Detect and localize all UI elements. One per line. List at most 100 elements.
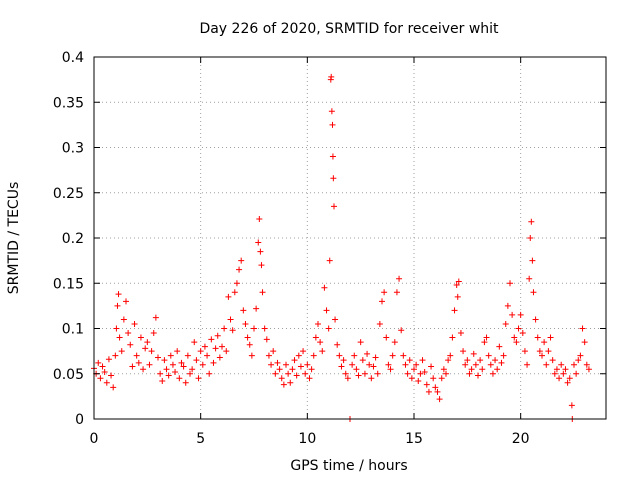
data-point [159,377,166,384]
data-point [393,289,400,296]
data-point [579,325,586,332]
data-point [221,325,228,332]
data-point [379,298,385,305]
data-point [310,352,317,359]
data-point [101,368,108,375]
data-point [577,352,584,359]
data-point [421,368,428,375]
data-point [391,339,398,346]
data-point [370,363,377,370]
data-point [357,339,364,346]
data-point [169,361,176,368]
data-point [428,363,435,370]
data-point [146,361,153,368]
y-tick-label: 0.1 [62,322,84,338]
data-point [457,330,464,337]
data-point [366,361,373,368]
data-point [527,235,534,241]
data-point [268,361,275,368]
data-point [417,370,424,377]
data-point [487,361,494,368]
data-point [511,334,518,341]
data-point [470,350,477,357]
data-point [161,357,168,364]
data-point [332,316,339,323]
data-point [524,361,531,368]
data-point [477,357,484,364]
data-point [155,354,161,361]
data-point [398,327,405,334]
data-point [504,302,511,309]
data-point [558,361,565,368]
data-point [355,372,362,379]
data-point [509,311,516,318]
data-point [240,307,247,314]
x-tick-label: 10 [298,431,316,447]
data-point [329,121,336,128]
data-point [114,302,121,309]
data-point [261,325,268,332]
data-point [191,339,198,346]
data-point [97,375,104,382]
data-point [585,366,592,373]
data-point [344,375,351,382]
data-point [326,257,333,264]
data-point [328,108,335,115]
data-point [334,341,341,348]
data-point [321,284,328,291]
data-point [274,359,281,366]
data-point [492,357,499,364]
data-point [517,311,524,318]
data-point [515,325,522,332]
data-point [415,377,422,384]
data-point [425,388,432,395]
data-point [289,366,296,373]
data-point [489,370,496,377]
data-point [447,352,454,359]
data-point [338,363,345,370]
data-point [110,384,117,391]
data-point [276,366,283,373]
y-tick-label: 0.15 [53,276,84,292]
data-point [125,330,132,337]
data-point [541,339,548,346]
data-point [236,266,243,273]
data-point [547,334,554,341]
data-point [306,375,313,382]
data-point [253,305,260,312]
data-point [251,325,257,332]
data-point [529,257,536,264]
data-point [532,316,539,323]
data-point [536,348,543,355]
data-point [189,366,196,373]
data-point [583,361,590,368]
data-point [270,348,277,355]
data-point [566,375,573,382]
data-point [246,341,253,348]
data-point [291,357,298,364]
x-tick-label: 20 [512,431,530,447]
data-point [475,372,481,379]
data-point [150,330,157,337]
data-point [172,368,179,375]
data-point [95,359,102,366]
data-point [513,339,520,346]
data-point [534,334,541,341]
data-point [167,352,174,359]
data-point [468,366,475,373]
data-point [256,215,263,222]
data-point [483,334,490,341]
data-point [227,316,234,323]
y-tick-labels: 0 0.05 0.1 0.15 0.2 0.25 0.3 0.35 0.4 [53,50,84,428]
data-point [278,375,285,382]
data-point [361,370,368,377]
data-point [342,370,349,377]
data-point [485,352,492,359]
data-point [103,379,110,386]
data-point [464,357,471,364]
data-point [308,366,315,373]
data-point [575,357,582,364]
data-point [157,370,164,377]
data-point [376,320,383,327]
